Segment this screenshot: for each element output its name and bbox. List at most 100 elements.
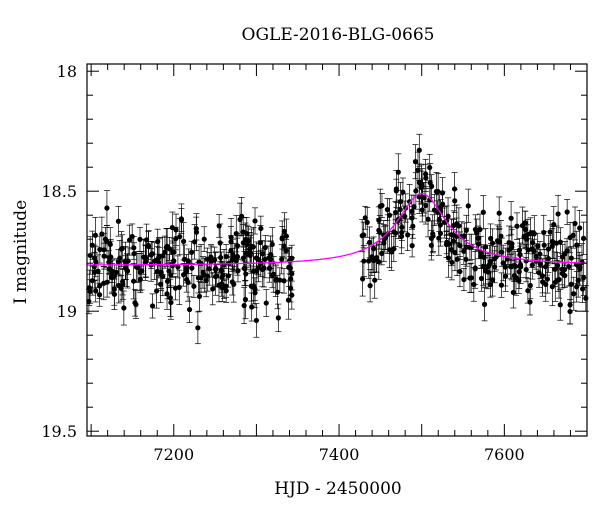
data-marker (275, 315, 281, 321)
data-marker (111, 291, 118, 297)
data-point (125, 247, 132, 275)
data-marker (439, 190, 446, 196)
data-marker (243, 271, 249, 277)
data-point (437, 220, 444, 247)
data-marker (87, 288, 93, 295)
data-point (481, 287, 488, 322)
data-marker (425, 216, 431, 222)
data-marker (465, 203, 471, 209)
data-marker (364, 219, 370, 225)
data-point (451, 188, 458, 213)
data-marker (279, 256, 285, 262)
data-marker (551, 221, 557, 228)
data-point (173, 213, 180, 247)
data-marker (412, 159, 419, 165)
data-point (576, 209, 583, 247)
data-point (176, 269, 183, 305)
data-marker (445, 255, 452, 261)
data-point (242, 261, 249, 287)
data-marker (427, 164, 433, 171)
data-marker (283, 248, 289, 254)
data-marker (537, 261, 543, 267)
data-marker (133, 301, 139, 308)
data-marker (158, 281, 164, 287)
data-marker (93, 288, 99, 294)
data-point (386, 198, 393, 233)
data-marker (449, 259, 455, 265)
data-point (230, 266, 237, 303)
data-marker (217, 240, 223, 246)
data-marker (398, 198, 404, 205)
data-point (92, 217, 99, 254)
data-marker (99, 231, 105, 237)
data-marker (445, 213, 451, 219)
plot-frame (86, 63, 588, 437)
x-axis-label: HJD - 2450000 (274, 479, 402, 499)
data-point (98, 216, 105, 252)
data-marker (409, 243, 415, 249)
data-marker (195, 325, 201, 331)
data-point (399, 177, 406, 207)
data-marker (367, 239, 373, 245)
data-point (497, 220, 504, 253)
data-marker (397, 206, 403, 213)
data-marker (400, 189, 406, 195)
data-marker (525, 288, 531, 294)
data-point (142, 244, 149, 281)
data-marker (583, 295, 589, 301)
data-point (393, 178, 400, 203)
data-marker (93, 259, 99, 265)
data-marker (577, 225, 583, 231)
data-marker (399, 224, 405, 230)
data-marker (556, 276, 562, 283)
data-marker (210, 286, 216, 292)
data-marker (478, 275, 485, 282)
data-marker (568, 255, 574, 261)
data-marker (257, 239, 264, 246)
x-tick-label: 7600 (484, 445, 525, 464)
data-point (103, 190, 110, 226)
y-tick-label: 19 (57, 302, 77, 321)
data-point (422, 186, 429, 225)
data-marker (435, 189, 441, 195)
data-point (261, 240, 268, 279)
data-marker (535, 243, 541, 249)
data-point (176, 218, 183, 256)
data-point (120, 290, 127, 326)
data-marker (185, 258, 192, 264)
data-point (500, 244, 507, 282)
data-point (364, 207, 371, 238)
data-marker (169, 224, 175, 231)
data-marker (223, 253, 229, 260)
data-marker (413, 188, 419, 194)
data-marker (223, 283, 229, 289)
data-marker (235, 268, 241, 274)
data-point (384, 198, 391, 222)
data-marker (509, 244, 515, 250)
data-point (193, 213, 200, 252)
data-marker (178, 217, 185, 223)
data-point (188, 240, 195, 264)
data-marker (544, 276, 551, 282)
data-point (536, 241, 543, 267)
data-marker (108, 254, 114, 260)
data-point (378, 193, 385, 218)
data-point (398, 213, 405, 241)
data-point (234, 237, 241, 276)
data-marker (500, 260, 506, 266)
data-marker (555, 262, 561, 269)
data-marker (566, 263, 572, 270)
data-marker (498, 282, 505, 288)
data-point (375, 244, 382, 280)
data-marker (456, 223, 462, 229)
data-point (362, 205, 369, 230)
data-marker (391, 246, 397, 252)
data-marker (531, 248, 537, 254)
data-marker (142, 260, 148, 266)
data-point (283, 218, 290, 254)
data-marker (490, 240, 496, 246)
data-marker (189, 265, 195, 271)
data-point (366, 226, 373, 259)
data-marker (457, 243, 463, 249)
data-marker (186, 306, 193, 313)
